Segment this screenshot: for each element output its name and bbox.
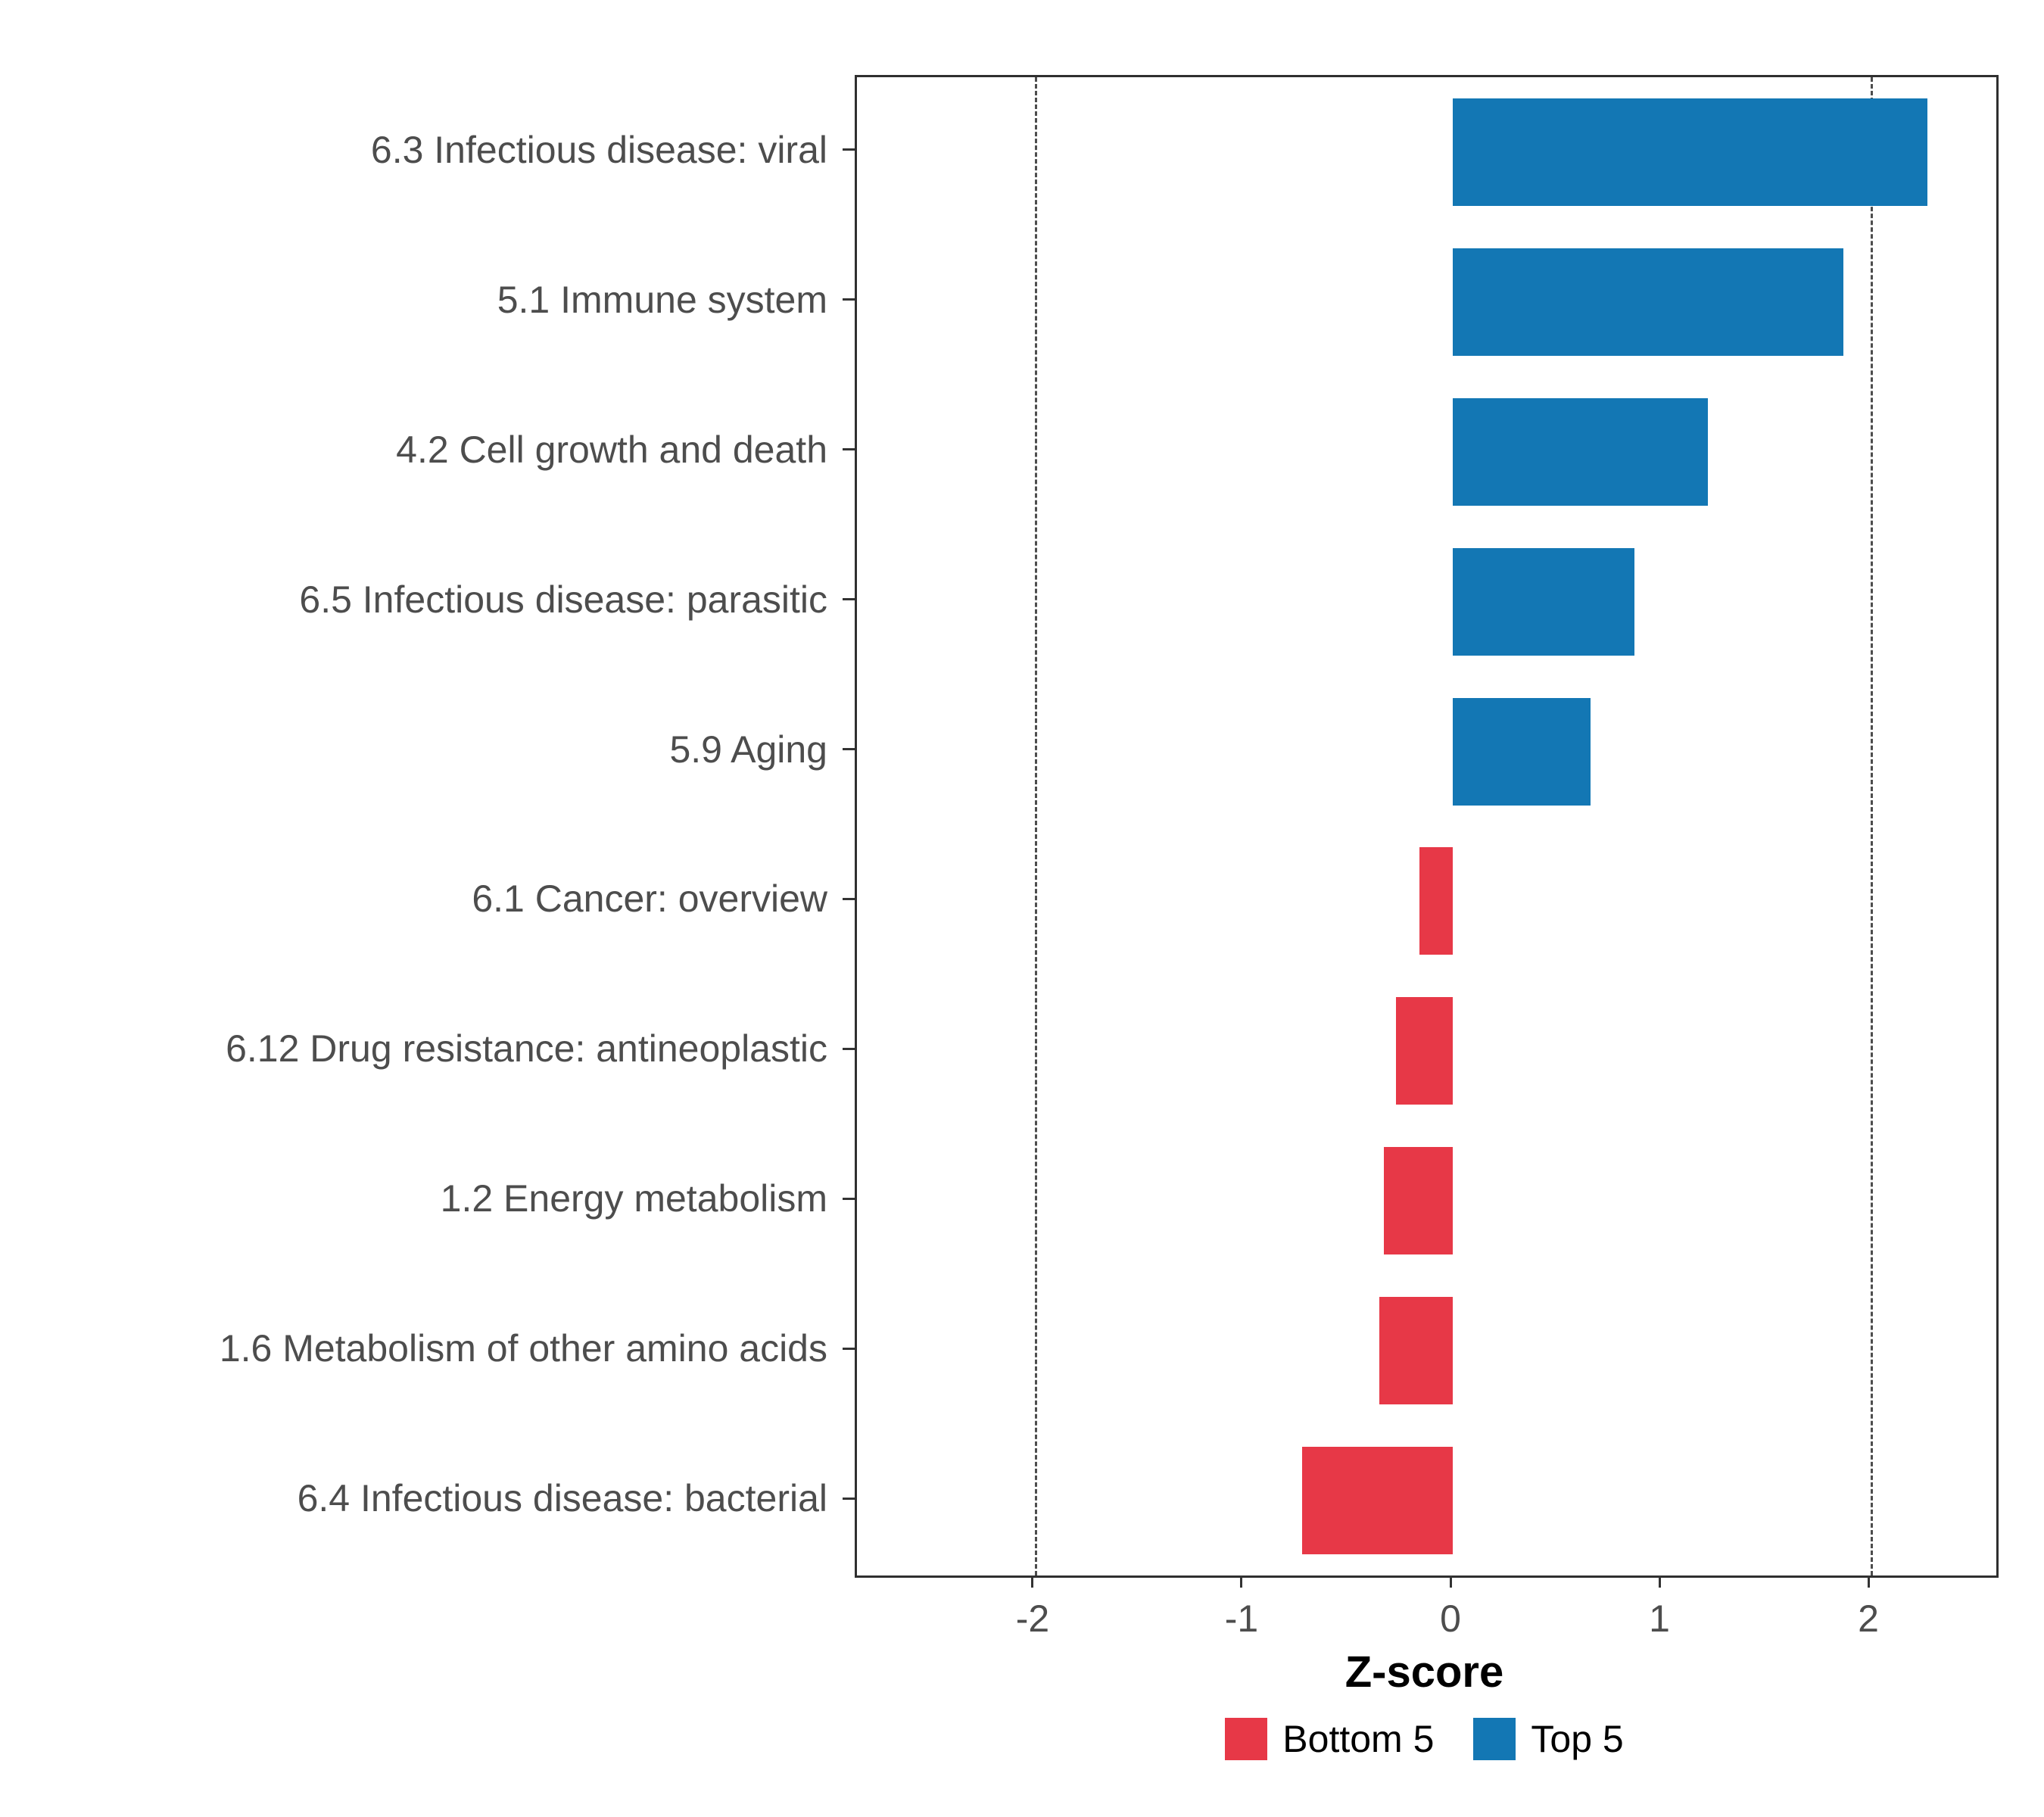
bar-bottom5 bbox=[1396, 997, 1453, 1105]
x-axis-tick-label: 0 bbox=[1440, 1597, 1461, 1640]
legend-label-top5: Top 5 bbox=[1531, 1718, 1624, 1760]
plot-panel bbox=[855, 75, 1999, 1578]
y-axis-label: 6.3 Infectious disease: viral bbox=[370, 129, 827, 171]
bar-bottom5 bbox=[1379, 1297, 1453, 1404]
legend-swatch-bottom5-icon bbox=[1225, 1718, 1268, 1760]
legend: Bottom 5 Top 5 bbox=[855, 1717, 1994, 1761]
y-axis-tick bbox=[843, 1348, 855, 1350]
y-axis-label: 6.1 Cancer: overview bbox=[472, 877, 827, 920]
bar-top5 bbox=[1453, 248, 1844, 356]
x-axis-tick bbox=[1240, 1575, 1242, 1588]
bar-bottom5 bbox=[1419, 847, 1453, 955]
y-axis-label: 5.1 Immune system bbox=[497, 279, 827, 321]
x-axis-title: Z-score bbox=[1344, 1647, 1504, 1697]
reference-line bbox=[1034, 77, 1037, 1575]
y-axis-label: 1.6 Metabolism of other amino acids bbox=[219, 1327, 827, 1370]
bar-bottom5 bbox=[1302, 1447, 1453, 1554]
y-axis-tick bbox=[843, 298, 855, 301]
y-axis-label: 6.4 Infectious disease: bacterial bbox=[297, 1477, 827, 1519]
x-axis-tick-label: 1 bbox=[1649, 1597, 1670, 1640]
legend-label-bottom5: Bottom 5 bbox=[1282, 1718, 1435, 1760]
y-axis-label: 5.9 Aging bbox=[669, 728, 827, 771]
y-axis-tick bbox=[843, 1048, 855, 1050]
x-axis-tick-label: 2 bbox=[1858, 1597, 1879, 1640]
bar-top5 bbox=[1453, 698, 1591, 806]
reference-line bbox=[1871, 77, 1874, 1575]
x-axis-tick-label: -2 bbox=[1015, 1597, 1050, 1640]
bar-top5 bbox=[1453, 398, 1708, 506]
y-axis-tick bbox=[843, 898, 855, 900]
x-axis-tick bbox=[1450, 1575, 1452, 1588]
bar-bottom5 bbox=[1383, 1147, 1453, 1254]
y-axis-tick bbox=[843, 748, 855, 750]
x-axis-tick bbox=[1031, 1575, 1033, 1588]
legend-swatch-top5-icon bbox=[1473, 1718, 1516, 1760]
x-axis-tick-label: -1 bbox=[1224, 1597, 1259, 1640]
bar-top5 bbox=[1453, 98, 1927, 206]
bar-top5 bbox=[1453, 548, 1635, 656]
y-axis-tick bbox=[843, 148, 855, 151]
y-axis-label: 1.2 Energy metabolism bbox=[440, 1177, 827, 1220]
y-axis-tick bbox=[843, 1198, 855, 1200]
y-axis-tick bbox=[843, 598, 855, 600]
y-axis-tick bbox=[843, 448, 855, 450]
y-axis-label: 4.2 Cell growth and death bbox=[396, 429, 827, 471]
x-axis-tick bbox=[1868, 1575, 1870, 1588]
y-axis-tick bbox=[843, 1498, 855, 1500]
legend-item-bottom5: Bottom 5 bbox=[1225, 1717, 1434, 1761]
x-axis-tick bbox=[1659, 1575, 1661, 1588]
y-axis-label: 6.12 Drug resistance: antineoplastic bbox=[226, 1027, 827, 1070]
legend-item-top5: Top 5 bbox=[1473, 1717, 1624, 1761]
y-axis-label: 6.5 Infectious disease: parasitic bbox=[299, 578, 827, 621]
